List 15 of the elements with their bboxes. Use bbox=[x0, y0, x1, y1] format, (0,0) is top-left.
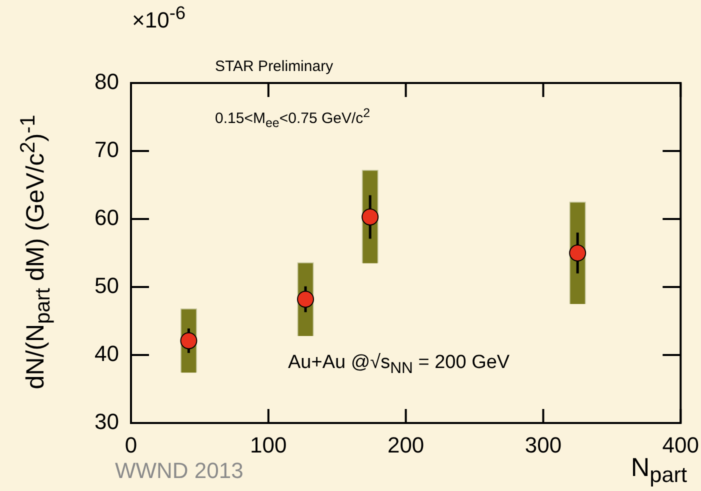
y-tick-label: 80 bbox=[94, 69, 119, 94]
x-tick-label: 0 bbox=[124, 432, 138, 458]
text: WWND 2013 bbox=[115, 458, 244, 484]
y-tick-label: 70 bbox=[94, 137, 119, 162]
text: ×10$^{-6}$ bbox=[132, 2, 186, 34]
y-tick-label: 50 bbox=[94, 273, 119, 298]
x-tick-label: 300 bbox=[524, 432, 562, 458]
y-tick-label: 60 bbox=[94, 205, 119, 230]
y-tick-label: 30 bbox=[94, 409, 119, 434]
y-tick-label: 40 bbox=[94, 341, 119, 366]
x-tick-label: 200 bbox=[387, 432, 424, 458]
annotation: 0.15<M$_{ee}$<0.75 GeV/c$^{2}$ bbox=[215, 106, 370, 131]
annotation: Au+Au @√s$_{NN}$ = 200 GeV bbox=[288, 352, 510, 379]
text: STAR Preliminary bbox=[215, 58, 334, 76]
x-tick-label: 100 bbox=[250, 432, 287, 458]
